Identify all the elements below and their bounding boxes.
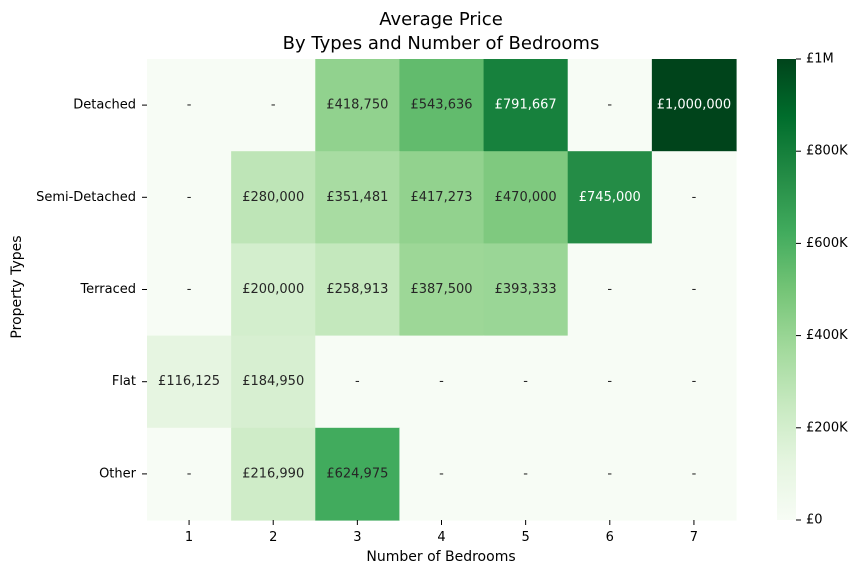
y-tick-label: Semi-Detached [36, 190, 136, 205]
heatmap-cell [651, 335, 737, 429]
cell-value-label: - [523, 374, 528, 389]
heatmap-cell [231, 335, 316, 429]
cell-value-label: - [187, 282, 192, 297]
y-axis-ticks: Detached Semi-Detached Terraced Flat Other [36, 98, 147, 481]
heatmap-cell [231, 151, 316, 244]
cell-value-label: £258,913 [326, 282, 388, 297]
cell-value-label: - [187, 190, 192, 205]
heatmap-cell [147, 427, 232, 521]
heatmap-cell [315, 243, 401, 337]
cell-value-label: - [439, 374, 444, 389]
heatmap-cells: - - £418,750 £543,636 £791,667 - £1,000,000 - £2… [147, 59, 737, 521]
cell-value-label: £624,975 [326, 466, 388, 481]
colorbar-tick-label: £200K [806, 420, 848, 435]
cell-value-label: £216,990 [242, 466, 304, 481]
chart-subtitle: By Types and Number of Bedrooms [283, 33, 600, 54]
x-tick-label: 4 [437, 530, 445, 545]
cell-value-label: - [607, 466, 612, 481]
heatmap-cell [147, 335, 232, 429]
heatmap-cell [399, 59, 485, 152]
y-tick-label: Flat [112, 374, 136, 389]
heatmap-cell [147, 151, 232, 244]
cell-value-label: £393,333 [495, 282, 557, 297]
cell-value-label: - [187, 466, 192, 481]
heatmap-cell [315, 335, 401, 429]
heatmap-cell [147, 59, 232, 152]
heatmap-cell [399, 243, 485, 337]
cell-value-label: - [692, 190, 697, 205]
cell-value-label: £418,750 [326, 98, 388, 113]
y-tick-label: Other [99, 466, 137, 481]
heatmap-cell [315, 59, 401, 152]
heatmap-cell [399, 427, 485, 521]
cell-value-label: - [271, 98, 276, 113]
cell-value-label: £543,636 [410, 98, 472, 113]
x-tick-label: 5 [522, 530, 530, 545]
cell-value-label: £200,000 [242, 282, 304, 297]
y-tick-label: Terraced [79, 282, 136, 297]
heatmap-cell [315, 427, 401, 521]
cell-value-label: £351,481 [326, 190, 388, 205]
heatmap-cell [315, 151, 401, 244]
heatmap-cell [651, 151, 737, 244]
cell-value-label: - [523, 466, 528, 481]
heatmap-cell [483, 59, 569, 152]
colorbar [777, 59, 796, 520]
cell-value-label: £745,000 [579, 190, 641, 205]
y-tick-label: Detached [73, 98, 136, 113]
cell-value-label: - [607, 98, 612, 113]
cell-value-label: £116,125 [158, 374, 220, 389]
heatmap-cell [651, 243, 737, 337]
cell-value-label: - [692, 282, 697, 297]
heatmap-cell [483, 243, 569, 337]
heatmap-cell [399, 151, 485, 244]
chart-title: Average Price [379, 9, 503, 30]
x-tick-label: 3 [353, 530, 361, 545]
x-tick-label: 1 [185, 530, 193, 545]
cell-value-label: - [607, 282, 612, 297]
cell-value-label: £417,273 [410, 190, 472, 205]
colorbar-ticks: £0 £200K £400K £600K £800K £1M [796, 52, 848, 528]
heatmap-cell [567, 59, 653, 152]
cell-value-label: - [439, 466, 444, 481]
cell-value-label: - [692, 374, 697, 389]
x-tick-label: 7 [690, 530, 698, 545]
heatmap-cell [399, 335, 485, 429]
colorbar-tick-label: £800K [806, 144, 848, 159]
heatmap-cell [651, 59, 737, 152]
heatmap-cell [651, 427, 737, 521]
cell-value-label: £184,950 [242, 374, 304, 389]
cell-value-label: - [187, 98, 192, 113]
colorbar-tick-label: £400K [806, 328, 848, 343]
x-tick-label: 2 [269, 530, 277, 545]
heatmap-cell [567, 427, 653, 521]
heatmap-cell [231, 59, 316, 152]
y-axis-label: Property Types [9, 235, 25, 338]
heatmap-cell [567, 151, 653, 244]
colorbar-tick-label: £0 [806, 513, 823, 528]
cell-value-label: £791,667 [495, 98, 557, 113]
cell-value-label: £387,500 [410, 282, 472, 297]
cell-value-label: - [607, 374, 612, 389]
cell-value-label: - [355, 374, 360, 389]
cell-value-label: £470,000 [495, 190, 557, 205]
heatmap-cell [567, 335, 653, 429]
heatmap-cell [231, 427, 316, 521]
heatmap-cell [231, 243, 316, 337]
cell-value-label: £1,000,000 [657, 98, 731, 113]
heatmap-cell [483, 427, 569, 521]
heatmap-cell [483, 151, 569, 244]
colorbar-tick-label: £600K [806, 236, 848, 251]
x-axis-label: Number of Bedrooms [366, 549, 515, 565]
x-axis-ticks: 1 2 3 4 5 6 7 [185, 520, 698, 545]
cell-value-label: - [692, 466, 697, 481]
heatmap-cell [567, 243, 653, 337]
heatmap-cell [147, 243, 232, 337]
heatmap-cell [483, 335, 569, 429]
colorbar-tick-label: £1M [806, 52, 834, 67]
cell-value-label: £280,000 [242, 190, 304, 205]
x-tick-label: 6 [606, 530, 614, 545]
